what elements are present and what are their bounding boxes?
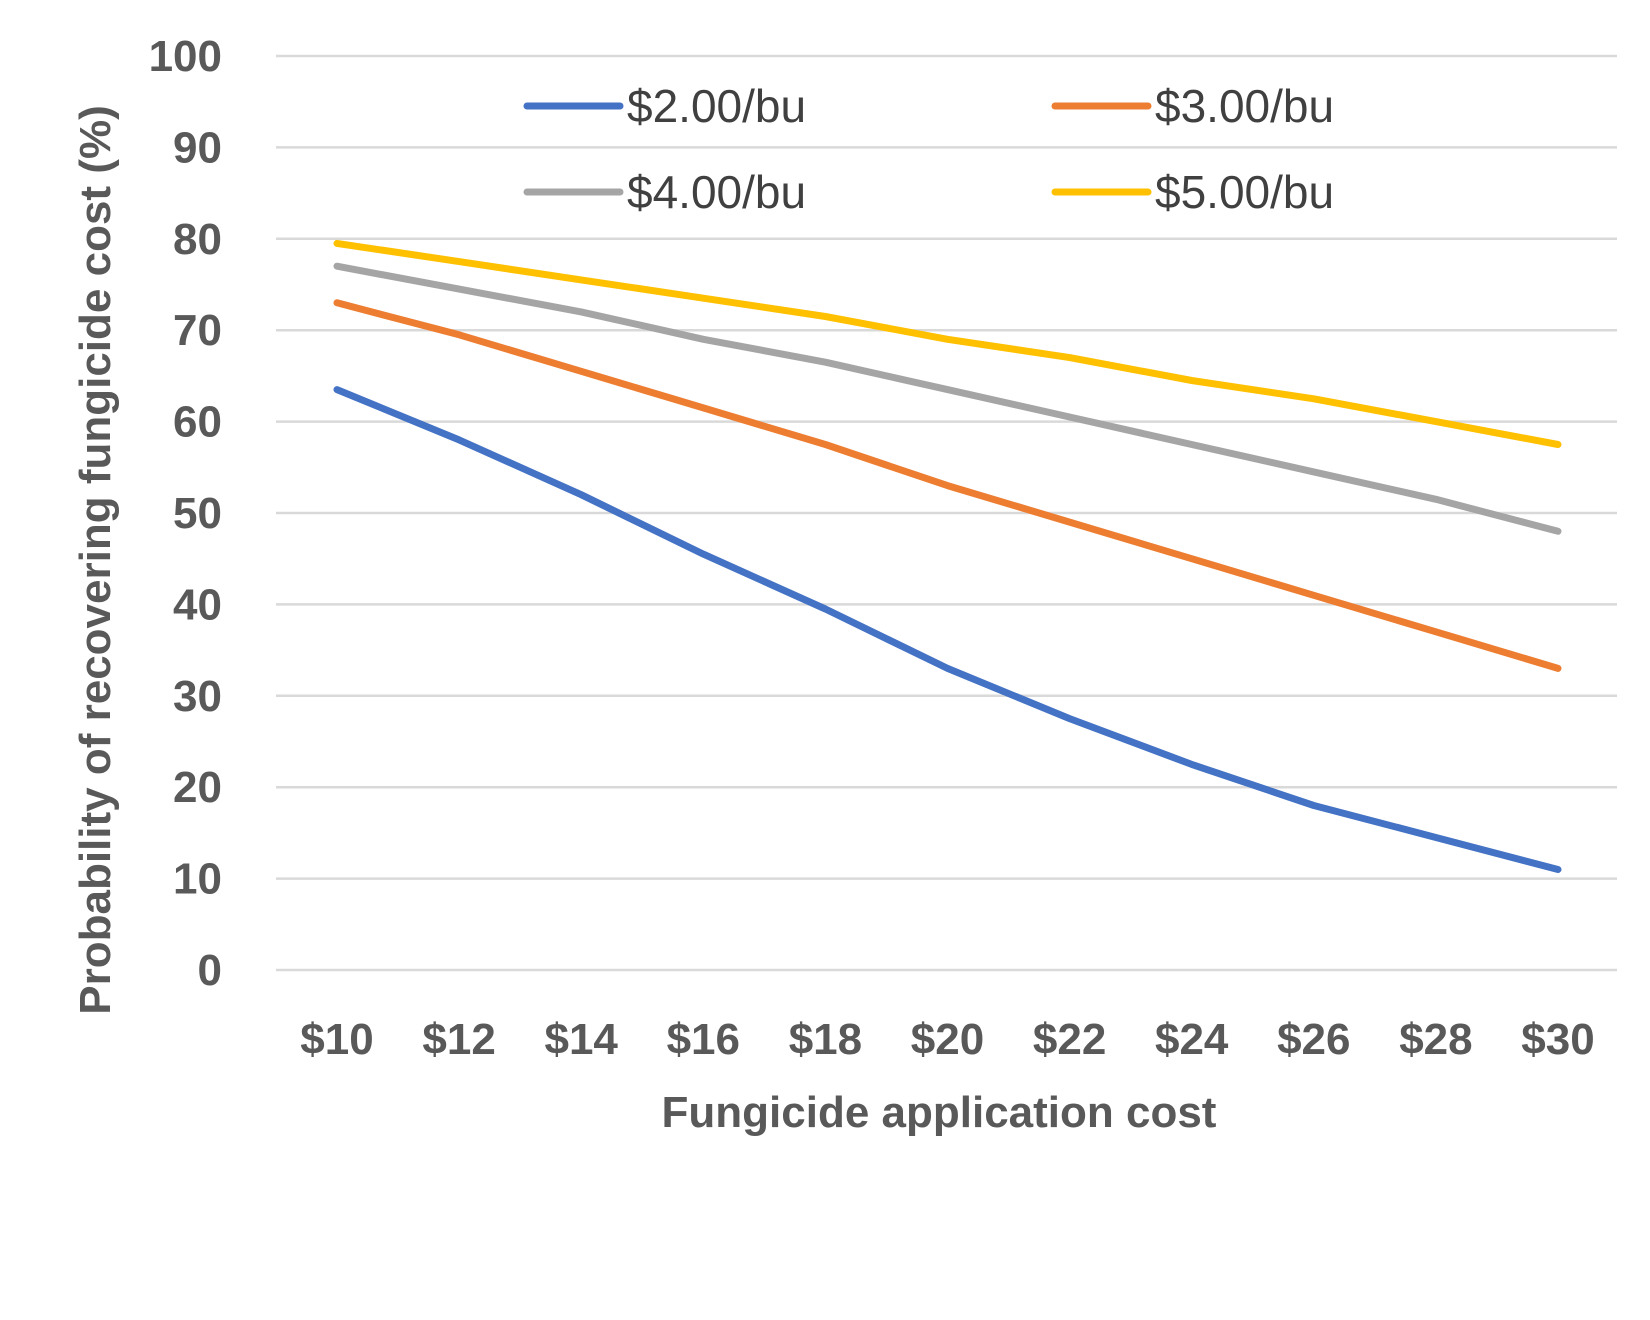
y-axis-ticks: 0 10 20 30 40 50 60 70 80 90 100 [149, 32, 222, 995]
x-tick-label: $10 [300, 1015, 373, 1064]
x-tick-label: $22 [1033, 1015, 1106, 1064]
y-tick-label: 60 [173, 398, 222, 447]
legend-label: $2.00/bu [627, 80, 806, 132]
x-tick-label: $12 [422, 1015, 495, 1064]
series-line-2 [333, 262, 1562, 535]
y-tick-label: 10 [173, 855, 222, 904]
y-tick-label: 0 [198, 946, 222, 995]
y-tick-label: 20 [173, 763, 222, 812]
x-tick-label: $18 [789, 1015, 862, 1064]
y-axis-title: Probability of recovering fungicide cost… [71, 105, 120, 1014]
x-tick-label: $24 [1155, 1015, 1229, 1064]
legend-label: $5.00/bu [1155, 166, 1334, 218]
gridlines [276, 54, 1617, 972]
legend: $2.00/bu $3.00/bu $4.00/bu $5.00/bu [523, 80, 1334, 218]
x-tick-label: $14 [544, 1015, 618, 1064]
x-tick-label: $20 [911, 1015, 984, 1064]
x-tick-label: $16 [667, 1015, 740, 1064]
y-tick-label: 100 [149, 32, 222, 81]
y-tick-label: 50 [173, 489, 222, 538]
series-line-0 [333, 386, 1562, 873]
y-tick-label: 80 [173, 215, 222, 264]
x-axis-ticks: $10 $12 $14 $16 $18 $20 $22 $24 $26 $28 $30 [300, 1015, 1594, 1064]
x-axis-title: Fungicide application cost [662, 1088, 1217, 1137]
legend-label: $3.00/bu [1155, 80, 1334, 132]
y-tick-label: 90 [173, 123, 222, 172]
legend-label: $4.00/bu [627, 166, 806, 218]
y-tick-label: 40 [173, 580, 222, 629]
x-tick-label: $30 [1521, 1015, 1594, 1064]
series-line-3 [333, 239, 1562, 448]
series-lines [333, 239, 1562, 873]
y-tick-label: 30 [173, 672, 222, 721]
y-tick-label: 70 [173, 306, 222, 355]
x-tick-label: $26 [1277, 1015, 1350, 1064]
x-tick-label: $28 [1399, 1015, 1472, 1064]
